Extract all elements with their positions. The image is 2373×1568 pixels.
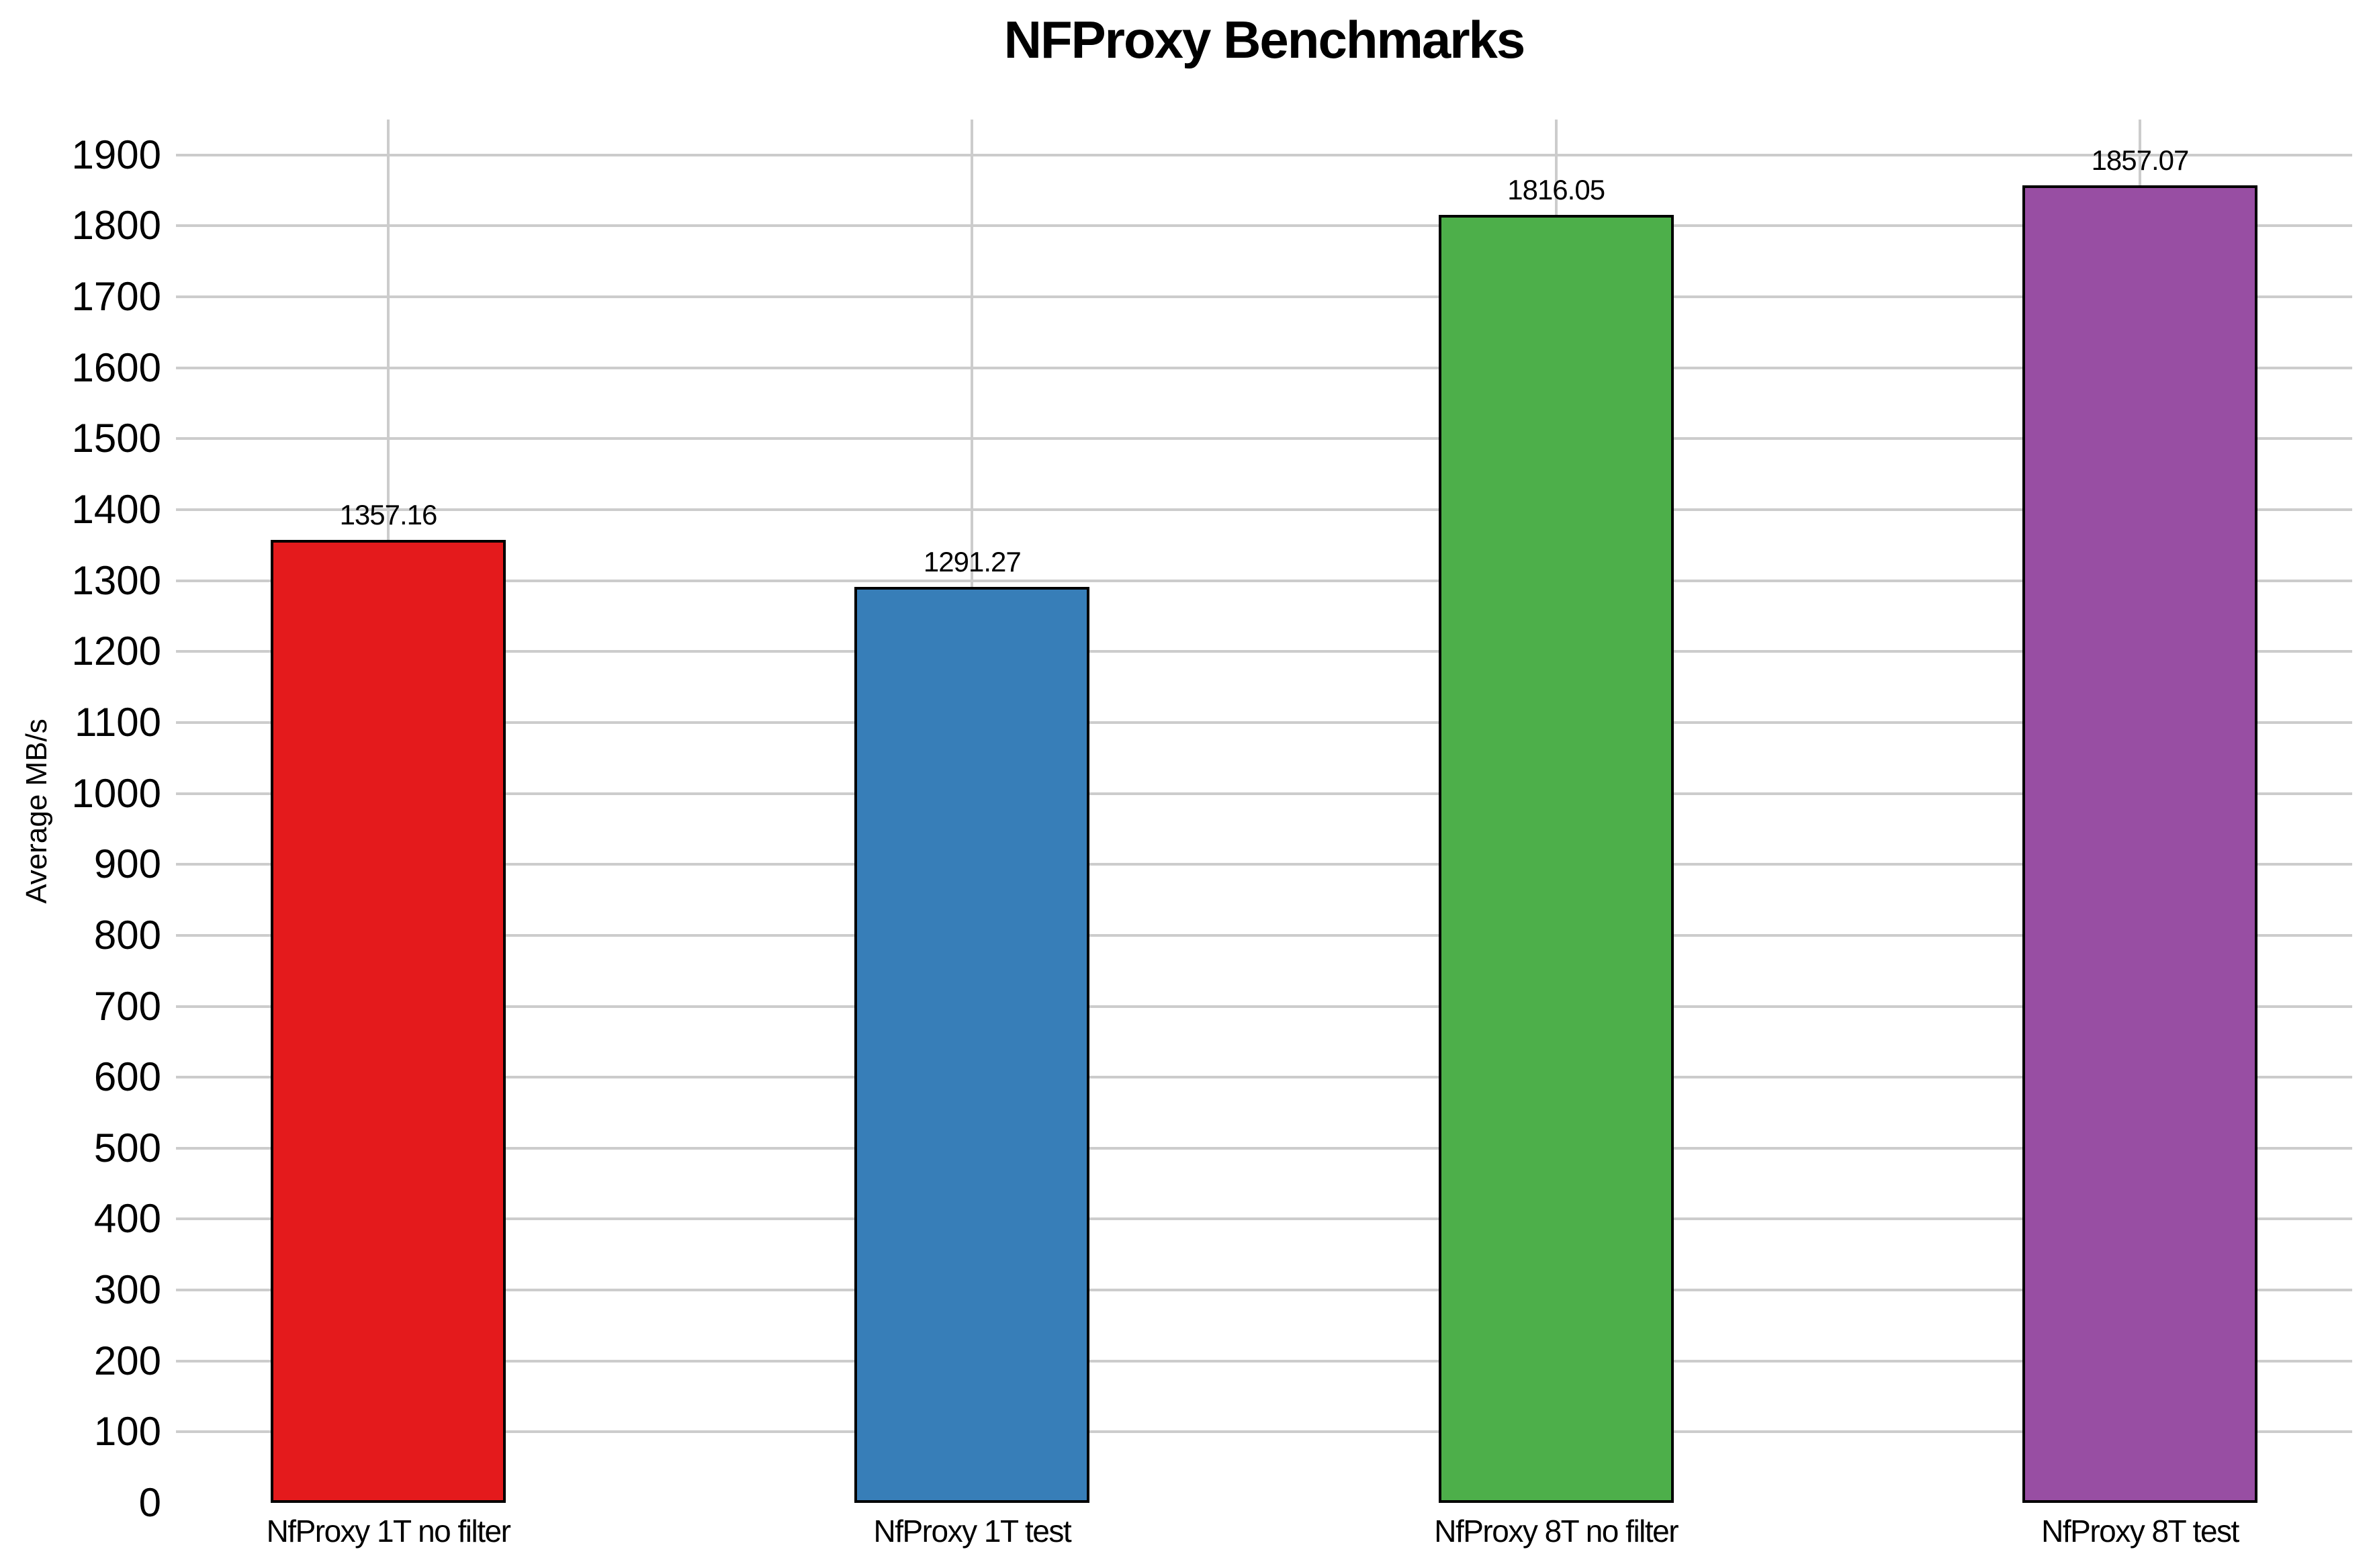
gridline-horizontal xyxy=(176,437,2352,441)
y-tick-label: 1400 xyxy=(71,487,161,533)
y-tick-label: 200 xyxy=(93,1338,161,1383)
gridline-horizontal xyxy=(176,1005,2352,1008)
y-tick-label: 0 xyxy=(138,1480,161,1525)
bar-value-label: 1357.16 xyxy=(339,499,438,531)
y-tick-label: 1900 xyxy=(71,132,161,177)
y-tick-label: 1500 xyxy=(71,416,161,461)
gridline-horizontal xyxy=(176,153,2352,156)
gridline-horizontal xyxy=(176,721,2352,724)
gridline-horizontal xyxy=(176,1359,2352,1363)
y-tick-label: 1800 xyxy=(71,203,161,248)
y-tick-label: 300 xyxy=(93,1267,161,1313)
y-tick-label: 1000 xyxy=(71,770,161,816)
gridline-horizontal xyxy=(176,933,2352,937)
x-category-label: NfProxy 8T test xyxy=(2041,1514,2239,1549)
x-category-label: NfProxy 8T no filter xyxy=(1434,1514,1678,1549)
y-tick-label: 1700 xyxy=(71,274,161,320)
bar-nfproxy-1t-test xyxy=(854,586,1090,1503)
bar-nfproxy-8t-no-filter xyxy=(1438,214,1674,1503)
gridline-horizontal xyxy=(176,1217,2352,1221)
x-category-label: NfProxy 1T no filter xyxy=(266,1514,511,1549)
y-tick-label: 800 xyxy=(93,912,161,958)
gridline-horizontal xyxy=(176,1430,2352,1434)
gridline-horizontal xyxy=(176,366,2352,369)
y-tick-label: 500 xyxy=(93,1125,161,1170)
bar-value-label: 1816.05 xyxy=(1507,173,1605,205)
gridline-horizontal xyxy=(176,1146,2352,1150)
y-tick-label: 600 xyxy=(93,1054,161,1100)
chart-title: NFProxy Benchmarks xyxy=(1003,10,1526,69)
gridline-horizontal xyxy=(176,295,2352,299)
y-tick-label: 1300 xyxy=(71,557,161,603)
bar-value-label: 1857.07 xyxy=(2091,144,2190,177)
gridline-horizontal xyxy=(176,792,2352,795)
bar-value-label: 1291.27 xyxy=(923,545,1022,578)
gridline-horizontal xyxy=(176,579,2352,582)
y-tick-label: 1100 xyxy=(74,699,161,745)
y-tick-label: 1600 xyxy=(71,344,161,390)
y-tick-label: 100 xyxy=(93,1409,161,1455)
x-category-label: NfProxy 1T test xyxy=(873,1514,1072,1549)
y-tick-label: 1200 xyxy=(71,629,161,674)
y-tick-label: 900 xyxy=(93,841,161,887)
y-axis-ticks: 0 100 200 300 400 500 600 700 800 900 1000 1100 1200… xyxy=(0,0,161,1568)
gridline-horizontal xyxy=(176,650,2352,653)
y-tick-label: 400 xyxy=(93,1196,161,1242)
gridline-horizontal xyxy=(176,508,2352,512)
gridline-horizontal xyxy=(176,224,2352,228)
plot-area: 1357.16 1291.27 1816.05 1857.07 xyxy=(176,120,2352,1503)
bar-nfproxy-1t-no-filter xyxy=(271,540,506,1503)
gridline-horizontal xyxy=(176,1289,2352,1292)
gridline-horizontal xyxy=(176,1076,2352,1079)
gridline-horizontal xyxy=(176,863,2352,866)
bar-nfproxy-8t-test xyxy=(2022,185,2257,1503)
y-tick-label: 700 xyxy=(93,983,161,1029)
